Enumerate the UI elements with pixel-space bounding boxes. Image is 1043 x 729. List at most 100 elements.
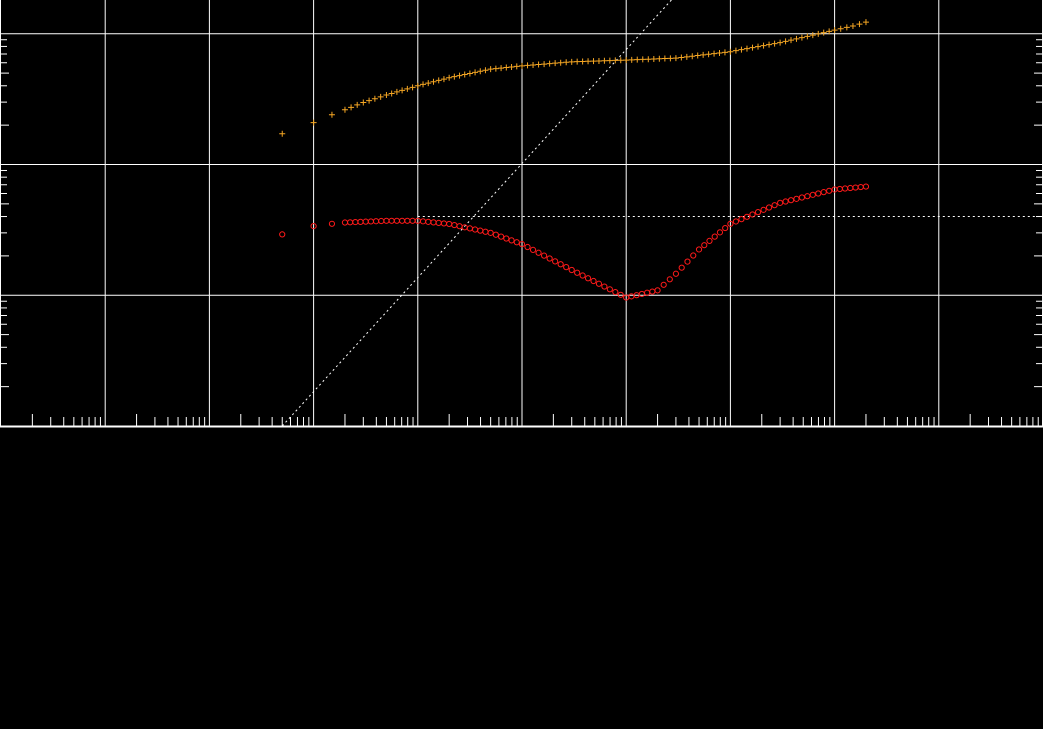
data-point-plus — [711, 50, 718, 57]
data-point-circle — [722, 224, 729, 232]
series-plus — [279, 19, 869, 137]
data-point-plus — [430, 78, 437, 85]
data-point-circle — [787, 197, 795, 204]
data-point-plus — [837, 25, 844, 32]
data-point-plus — [595, 57, 602, 64]
data-point-circle — [518, 241, 526, 248]
data-point-plus — [815, 30, 822, 37]
data-point-plus — [601, 57, 608, 64]
data-point-circle — [749, 211, 756, 218]
data-point-circle — [826, 187, 833, 194]
data-point-plus — [661, 55, 668, 62]
data-point-circle — [782, 198, 789, 205]
data-point-plus — [777, 39, 784, 46]
data-point-circle — [777, 199, 784, 206]
data-point-plus — [568, 58, 575, 65]
data-point-plus — [656, 55, 663, 62]
data-point-plus — [482, 67, 489, 74]
data-point-circle — [540, 252, 548, 259]
data-point-circle — [743, 213, 751, 220]
data-point-circle — [584, 275, 592, 282]
data-point-circle — [546, 255, 553, 262]
data-series — [279, 19, 870, 301]
data-point-plus — [354, 101, 361, 108]
data-point-circle — [820, 189, 827, 196]
data-point-circle — [809, 191, 816, 198]
data-point-plus — [678, 54, 685, 61]
data-point-circle — [793, 195, 800, 202]
data-point-plus — [360, 99, 367, 106]
data-point-circle — [310, 222, 317, 230]
data-point-circle — [660, 281, 667, 288]
data-point-circle — [684, 258, 691, 265]
data-point-plus — [590, 58, 597, 65]
data-point-plus — [645, 56, 652, 63]
data-point-plus — [606, 57, 613, 64]
data-point-plus — [552, 60, 559, 67]
data-point-plus — [557, 59, 564, 66]
data-point-plus — [399, 87, 406, 94]
data-point-plus — [461, 71, 468, 78]
data-point-circle — [524, 243, 531, 251]
data-point-plus — [498, 65, 505, 72]
data-point-plus — [546, 60, 553, 67]
data-point-circle — [508, 237, 515, 244]
data-point-plus — [628, 56, 635, 63]
data-point-plus — [466, 70, 473, 77]
data-point-plus — [771, 40, 778, 47]
data-point-circle — [595, 280, 603, 287]
data-point-circle — [579, 272, 586, 279]
data-point-plus — [414, 82, 421, 89]
data-point-circle — [771, 202, 778, 209]
data-point-plus — [487, 66, 494, 73]
data-point-plus — [738, 46, 745, 53]
data-point-circle — [690, 252, 697, 259]
data-point-plus — [409, 84, 416, 91]
data-point-plus — [639, 56, 646, 63]
data-point-plus — [585, 58, 592, 65]
data-point-plus — [843, 24, 850, 31]
data-point-plus — [634, 56, 641, 63]
data-point-plus — [472, 69, 479, 76]
data-point-plus — [820, 29, 827, 36]
data-point-circle — [279, 231, 286, 238]
data-point-plus — [310, 119, 317, 126]
data-point-plus — [755, 43, 762, 50]
data-point-circle — [765, 204, 773, 211]
data-point-plus — [804, 33, 811, 40]
reference-lines — [281, 0, 1043, 427]
data-point-plus — [782, 38, 789, 45]
data-point-plus — [743, 45, 750, 52]
data-point-plus — [793, 35, 800, 42]
data-point-plus — [383, 92, 390, 99]
data-point-plus — [689, 53, 696, 60]
data-point-circle — [804, 193, 811, 200]
data-point-plus — [348, 104, 355, 111]
data-point-plus — [563, 59, 570, 66]
data-point-circle — [497, 233, 505, 240]
axis-ticks — [0, 39, 1043, 426]
data-point-circle — [487, 229, 494, 236]
data-point-plus — [826, 28, 833, 35]
data-point-plus — [508, 63, 515, 70]
data-point-circle — [513, 239, 520, 246]
data-point-circle — [738, 216, 745, 223]
data-point-plus — [435, 77, 442, 84]
data-point-plus — [513, 63, 520, 70]
data-point-plus — [388, 90, 395, 97]
data-point-plus — [519, 62, 525, 69]
data-point-plus — [612, 57, 619, 64]
data-point-plus — [451, 73, 458, 80]
data-point-plus — [727, 48, 734, 55]
data-point-plus — [798, 34, 805, 41]
data-point-plus — [503, 64, 510, 71]
data-point-circle — [563, 264, 570, 271]
data-point-circle — [672, 270, 680, 277]
data-point-circle — [666, 276, 673, 283]
data-point-plus — [279, 130, 286, 137]
data-point-circle — [574, 269, 581, 276]
data-point-plus — [420, 81, 427, 88]
data-point-plus — [650, 55, 657, 62]
data-point-plus — [366, 97, 373, 104]
